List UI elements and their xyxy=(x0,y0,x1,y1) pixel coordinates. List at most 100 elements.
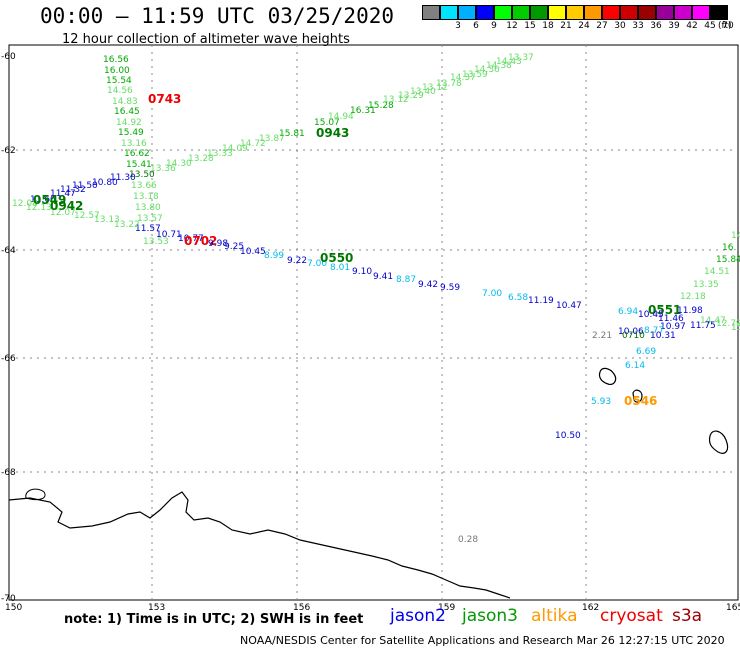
legend-label: 70 xyxy=(722,21,734,31)
wave-height-label: 12.07 xyxy=(50,208,76,218)
x-tick-label: 159 xyxy=(438,603,456,613)
wave-height-label: 16.45 xyxy=(114,107,140,117)
wave-height-label: 0.28 xyxy=(458,535,478,545)
y-tick-label: -66 xyxy=(1,354,16,364)
y-tick-label: -68 xyxy=(1,468,16,478)
wave-height-label: 8.87 xyxy=(396,275,416,285)
wave-height-label: 13.80 xyxy=(135,203,161,213)
page-subtitle: 12 hour collection of altimeter wave hei… xyxy=(62,32,350,47)
legend-label: 33 xyxy=(632,21,644,31)
legend-swatch xyxy=(584,5,602,20)
legend-label: 18 xyxy=(542,21,554,31)
wave-height-label: 10.97 xyxy=(660,322,686,332)
legend-unit: (ft) xyxy=(718,21,732,31)
wave-height-label: 15.84 xyxy=(716,255,740,265)
wave-height-label: 9.59 xyxy=(440,283,460,293)
wave-height-label: 9.10 xyxy=(352,267,372,277)
wave-height-label: 0546 xyxy=(624,394,657,408)
legend-swatch xyxy=(638,5,656,20)
wave-height-label: 0943 xyxy=(316,126,349,140)
wave-height-label: 13.36 xyxy=(150,164,176,174)
wave-height-label: 10.77 xyxy=(178,234,204,244)
x-tick-label: 156 xyxy=(293,603,311,613)
wave-height-label: 14.83 xyxy=(112,97,138,107)
wave-height-label: 14.56 xyxy=(107,86,133,96)
wave-height-label: 11.47 xyxy=(50,189,76,199)
satellite-name: cryosat xyxy=(600,606,663,626)
y-tick-label: -64 xyxy=(1,246,16,256)
wave-height-label: 10.45 xyxy=(240,247,266,257)
legend-swatch xyxy=(566,5,584,20)
legend-swatch xyxy=(602,5,620,20)
wave-height-label: 11.98 xyxy=(677,306,703,316)
wave-height-label: 14.38 xyxy=(486,61,512,71)
wave-height-label: 14.09 xyxy=(222,144,248,154)
wave-height-label: 12.08 xyxy=(12,199,38,209)
legend-label: 24 xyxy=(578,21,590,31)
wave-height-label: 11.46 xyxy=(658,314,684,324)
wave-height-label: 7.00 xyxy=(307,259,327,269)
legend-label: 30 xyxy=(614,21,626,31)
legend-swatch xyxy=(710,5,728,20)
legend-swatch xyxy=(548,5,566,20)
x-tick-label: 150 xyxy=(5,603,23,613)
legend-label: 15 xyxy=(524,21,536,31)
legend-swatch xyxy=(530,5,548,20)
map-frame xyxy=(8,44,739,601)
wave-height-label: 15.28 xyxy=(368,101,394,111)
wave-height-label: 14.43 xyxy=(496,57,522,67)
wave-height-label: 5.93 xyxy=(591,397,611,407)
wave-height-label: 9.25 xyxy=(224,242,244,252)
legend-swatch xyxy=(620,5,638,20)
y-tick-label: -62 xyxy=(1,146,16,156)
wave-height-label: 9.41 xyxy=(373,272,393,282)
wave-height-label: 8.99 xyxy=(264,251,284,261)
wave-height-label: 13.50 xyxy=(129,170,155,180)
wave-height-label: 14.36 xyxy=(474,65,500,75)
legend-label: 39 xyxy=(668,21,680,31)
wave-height-label: 13.13 xyxy=(94,215,120,225)
wave-height-label: 12.79 xyxy=(716,319,740,329)
wave-height-label: 15 xyxy=(731,323,740,333)
wave-height-label: 13.78 xyxy=(436,79,462,89)
legend-label: 3 xyxy=(455,21,461,31)
legend-label: 12 xyxy=(506,21,518,31)
wave-height-label: 10.31 xyxy=(650,331,676,341)
wave-height-label: 0743 xyxy=(148,92,181,106)
wave-height-label: 10.45 xyxy=(638,310,664,320)
wave-height-label: 14.51 xyxy=(704,267,730,277)
wave-height-label: 13.16 xyxy=(121,139,147,149)
wave-height-label: 13.37 xyxy=(508,53,534,63)
satellite-name: altika xyxy=(531,606,578,626)
wave-height-label: 13.40 xyxy=(410,87,436,97)
legend-swatch xyxy=(476,5,494,20)
wave-height-label: 6.14 xyxy=(625,361,645,371)
island xyxy=(708,430,729,454)
wave-height-label: 13.59 xyxy=(462,70,488,80)
wave-height-label: 6.69 xyxy=(636,347,656,357)
wave-height-label: 11.19 xyxy=(528,296,554,306)
wave-height-label: 14 xyxy=(731,231,740,241)
wave-height-label: 8.01 xyxy=(330,263,350,273)
x-tick-label: 162 xyxy=(582,603,600,613)
wave-height-label: 16. xyxy=(722,243,736,253)
coastline-island xyxy=(25,488,46,501)
wave-height-label: 15.81 xyxy=(279,129,305,139)
wave-height-label: 14.30 xyxy=(166,159,192,169)
wave-height-label: 14.92 xyxy=(116,118,142,128)
wave-height-label: 13.12 xyxy=(383,95,409,105)
legend-swatch xyxy=(692,5,710,20)
wave-height-label: 12.57 xyxy=(74,211,100,221)
wave-height-label: 11.75 xyxy=(690,321,716,331)
wave-height-label: 13.66 xyxy=(131,181,157,191)
wave-height-label: 15.49 xyxy=(118,128,144,138)
wave-height-label: 6.58 xyxy=(508,293,528,303)
wave-height-label: 10.80 xyxy=(92,178,118,188)
legend-label: 27 xyxy=(596,21,608,31)
wave-height-label: 10.71 xyxy=(156,230,182,240)
wave-height-label: 15.54 xyxy=(106,76,132,86)
wave-height-label: 0702 xyxy=(184,234,217,248)
x-tick-label: 165 xyxy=(726,603,740,613)
wave-height-label: 6.94 xyxy=(618,307,638,317)
